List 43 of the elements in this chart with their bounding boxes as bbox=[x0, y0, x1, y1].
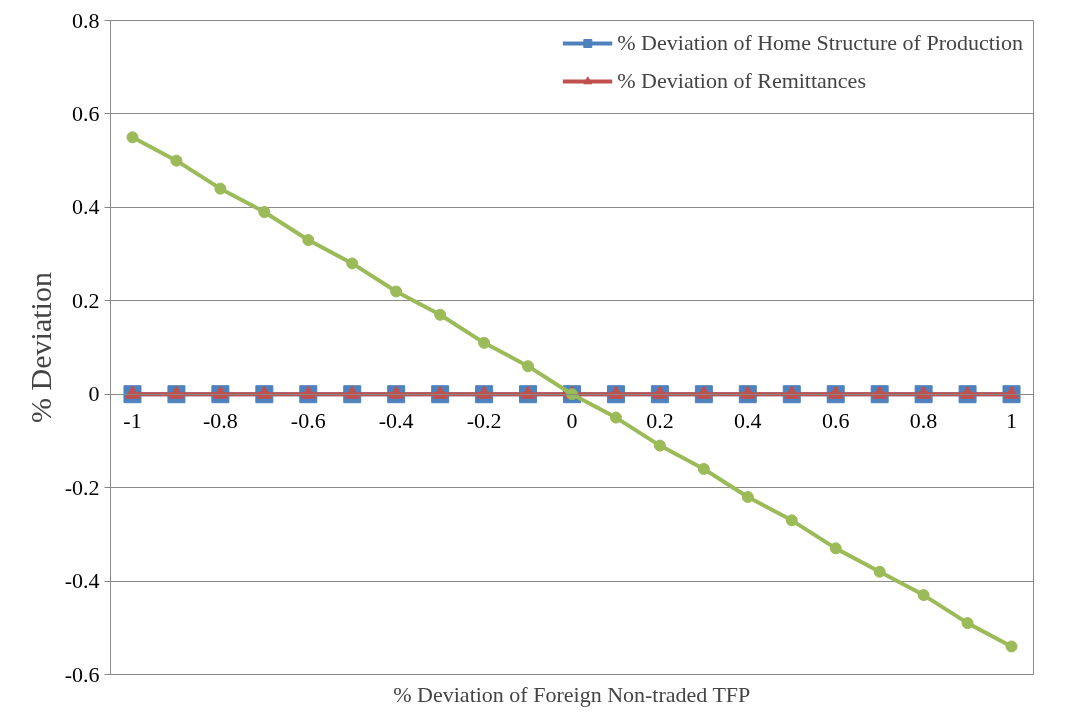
point bbox=[346, 257, 359, 270]
point bbox=[961, 617, 974, 630]
y-tick-label: 0 bbox=[88, 381, 100, 407]
y-tick-label: -0.6 bbox=[64, 661, 100, 687]
point bbox=[126, 131, 139, 144]
x-tick-label: -0.8 bbox=[202, 408, 238, 434]
legend-label: % Deviation of Remittances bbox=[617, 68, 866, 94]
x-tick-label: 0.6 bbox=[821, 408, 850, 434]
point bbox=[785, 514, 798, 527]
x-tick-label: 0.2 bbox=[646, 408, 674, 434]
point bbox=[609, 411, 622, 424]
y-tick-label: 0.4 bbox=[72, 194, 100, 220]
point bbox=[214, 182, 227, 195]
x-tick-label: -0.2 bbox=[466, 408, 502, 434]
legend-label: % Deviation of Home Structure of Production bbox=[617, 30, 1023, 56]
point bbox=[653, 439, 666, 452]
point bbox=[829, 542, 842, 555]
point bbox=[170, 154, 183, 167]
x-tick-label: 1 bbox=[1006, 408, 1018, 434]
point bbox=[390, 285, 403, 298]
y-tick-label: 0.6 bbox=[72, 100, 100, 126]
y-tick-label: -0.4 bbox=[64, 568, 100, 594]
point bbox=[434, 308, 447, 321]
x-tick-label: -0.4 bbox=[378, 408, 414, 434]
point bbox=[917, 589, 930, 602]
x-tick-label: 0.4 bbox=[734, 408, 762, 434]
point bbox=[522, 360, 535, 373]
point bbox=[302, 234, 315, 247]
point bbox=[1005, 640, 1018, 653]
point bbox=[873, 565, 886, 578]
x-tick-label: 0.8 bbox=[909, 408, 938, 434]
point bbox=[478, 336, 491, 349]
point bbox=[258, 206, 271, 219]
x-tick-label: -0.6 bbox=[290, 408, 326, 434]
y-tick-label: 0.2 bbox=[72, 287, 100, 313]
y-axis-title: % Deviation bbox=[23, 272, 57, 423]
y-tick-label: -0.2 bbox=[64, 474, 100, 500]
point bbox=[697, 462, 710, 475]
x-axis-title: % Deviation of Foreign Non-traded TFP bbox=[393, 681, 751, 707]
y-tick-label: 0.8 bbox=[72, 7, 100, 33]
x-tick-label: -1 bbox=[123, 408, 142, 434]
x-tick-label: 0 bbox=[566, 408, 578, 434]
point bbox=[741, 491, 754, 503]
